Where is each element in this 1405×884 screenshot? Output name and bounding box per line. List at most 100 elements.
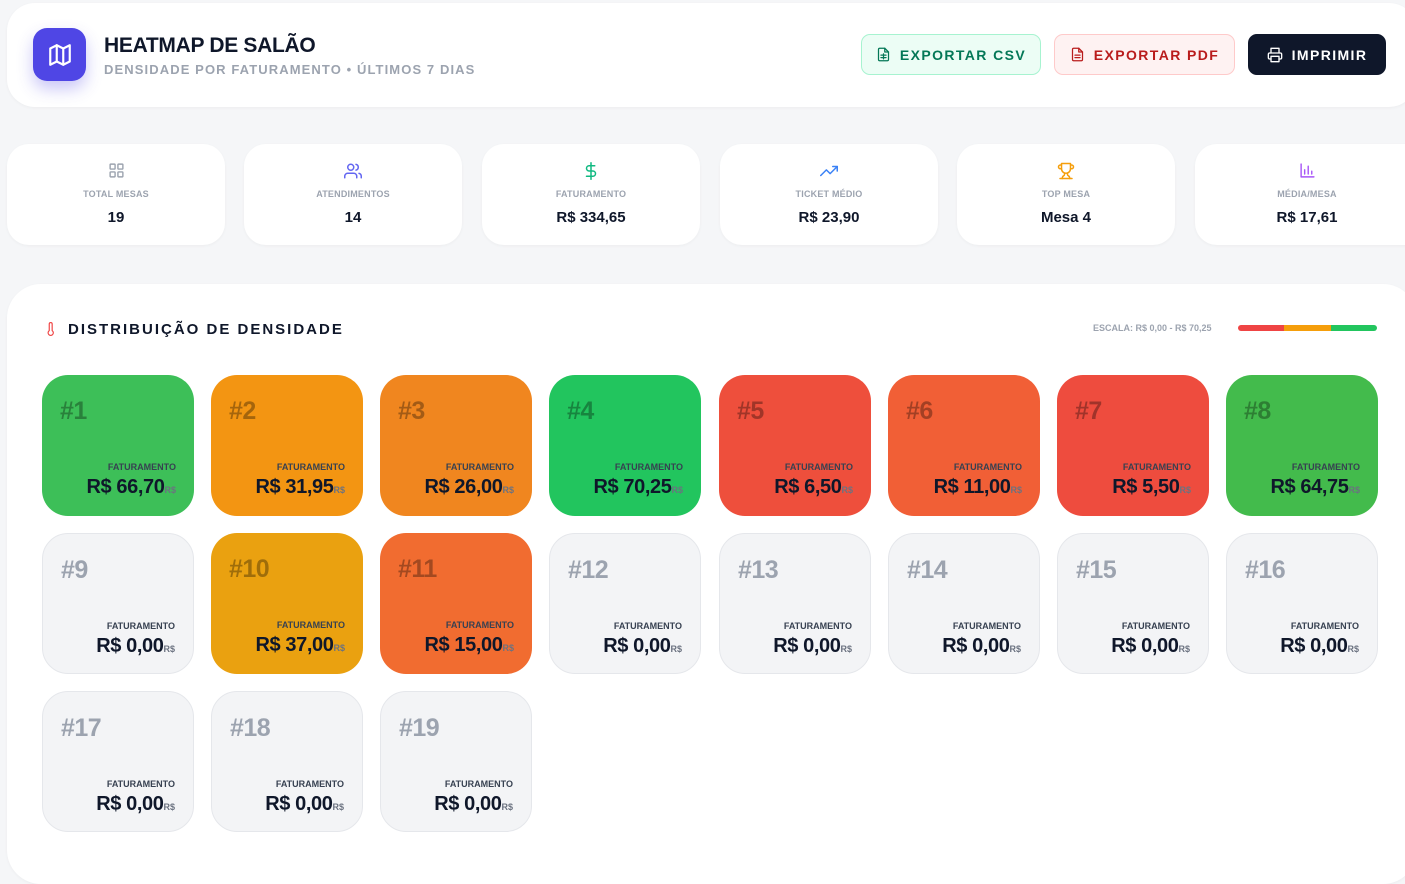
revenue-label: FATURAMENTO [1291,462,1360,472]
table-number: #5 [737,397,764,425]
revenue-amount: R$ 26,00 [424,476,503,498]
table-card[interactable]: #4 FATURAMENTO R$ 70,25R$ [549,375,701,516]
revenue-value: R$ 0,00R$ [1280,635,1359,658]
revenue-label: FATURAMENTO [106,779,175,789]
revenue-value: R$ 6,50R$ [774,476,853,499]
table-card[interactable]: #19 FATURAMENTO R$ 0,00R$ [380,691,532,832]
table-card[interactable]: #2 FATURAMENTO R$ 31,95R$ [211,375,363,516]
stat-value: 14 [344,209,362,226]
revenue-label: FATURAMENTO [1122,462,1191,472]
table-number: #17 [61,714,102,742]
print-button[interactable]: IMPRIMIR [1248,34,1386,75]
map-icon [33,28,86,81]
table-card[interactable]: #7 FATURAMENTO R$ 5,50R$ [1057,375,1209,516]
revenue-label: FATURAMENTO [952,621,1021,631]
revenue-amount: R$ 0,00 [942,635,1010,657]
revenue-value: R$ 0,00R$ [265,793,344,816]
revenue-label: FATURAMENTO [784,462,853,472]
currency-suffix: R$ [502,485,514,495]
revenue-value: R$ 0,00R$ [434,793,513,816]
table-card[interactable]: #1 FATURAMENTO R$ 66,70R$ [42,375,194,516]
table-number: #7 [1075,397,1102,425]
revenue-label: FATURAMENTO [613,621,682,631]
panel-title: DISTRIBUIÇÃO DE DENSIDADE [68,321,344,338]
revenue-amount: R$ 11,00 [933,476,1011,498]
revenue-value: R$ 0,00R$ [942,635,1021,658]
revenue-amount: R$ 6,50 [774,476,842,498]
revenue-amount: R$ 66,70 [86,476,165,498]
revenue-value: R$ 64,75R$ [1271,476,1361,499]
revenue-amount: R$ 64,75 [1270,476,1349,498]
revenue-amount: R$ 31,95 [255,476,334,498]
export-csv-button[interactable]: EXPORTAR CSV [861,34,1041,75]
table-card[interactable]: #16 FATURAMENTO R$ 0,00R$ [1226,533,1378,674]
currency-suffix: R$ [1178,644,1190,654]
table-card[interactable]: #13 FATURAMENTO R$ 0,00R$ [719,533,871,674]
table-card[interactable]: #6 FATURAMENTO R$ 11,00R$ [888,375,1040,516]
page-subtitle: DENSIDADE POR FATURAMENTO • ÚLTIMOS 7 DI… [104,62,476,77]
stat-label: FATURAMENTO [555,189,627,199]
currency-suffix: R$ [671,485,683,495]
table-card[interactable]: #18 FATURAMENTO R$ 0,00R$ [211,691,363,832]
table-number: #2 [229,397,256,425]
table-card[interactable]: #5 FATURAMENTO R$ 6,50R$ [719,375,871,516]
currency-suffix: R$ [1179,485,1191,495]
table-number: #19 [399,714,440,742]
revenue-label: FATURAMENTO [1121,621,1190,631]
revenue-value: R$ 0,00R$ [773,635,852,658]
table-card[interactable]: #3 FATURAMENTO R$ 26,00R$ [380,375,532,516]
revenue-value: R$ 26,00R$ [425,476,515,499]
revenue-label: FATURAMENTO [106,621,175,631]
revenue-label: FATURAMENTO [445,620,514,630]
table-number: #10 [229,555,270,583]
stat-value: R$ 17,61 [1276,209,1338,226]
currency-suffix: R$ [1010,485,1022,495]
revenue-label: FATURAMENTO [445,462,514,472]
stat-atendimentos: ATENDIMENTOS 14 [244,144,462,245]
revenue-value: R$ 31,95R$ [256,476,346,499]
trophy-icon [957,162,1175,180]
stat-label: TICKET MÉDIO [795,189,863,199]
revenue-amount: R$ 0,00 [96,793,164,815]
dollar-icon [482,162,700,180]
stat-ticket-medio: TICKET MÉDIO R$ 23,90 [720,144,938,245]
table-number: #14 [907,556,948,584]
currency-suffix: R$ [333,643,345,653]
currency-suffix: R$ [502,643,514,653]
thermometer-icon [44,320,58,343]
revenue-amount: R$ 0,00 [773,635,841,657]
table-card[interactable]: #14 FATURAMENTO R$ 0,00R$ [888,533,1040,674]
scale-label: ESCALA: R$ 0,00 - R$ 70,25 [1093,323,1212,333]
table-card[interactable]: #17 FATURAMENTO R$ 0,00R$ [42,691,194,832]
table-card[interactable]: #15 FATURAMENTO R$ 0,00R$ [1057,533,1209,674]
table-card[interactable]: #8 FATURAMENTO R$ 64,75R$ [1226,375,1378,516]
scale-bar [1238,325,1377,331]
table-number: #16 [1245,556,1286,584]
revenue-value: R$ 11,00R$ [934,476,1022,499]
stat-top-mesa: TOP MESA Mesa 4 [957,144,1175,245]
revenue-value: R$ 0,00R$ [603,635,682,658]
table-number: #11 [398,555,437,583]
revenue-value: R$ 0,00R$ [96,793,175,816]
currency-suffix: R$ [501,802,513,812]
bar-chart-icon [1195,162,1405,180]
stat-value: 19 [107,209,125,226]
table-card[interactable]: #9 FATURAMENTO R$ 0,00R$ [42,533,194,674]
table-number: #9 [61,556,88,584]
revenue-label: FATURAMENTO [953,462,1022,472]
revenue-label: FATURAMENTO [1290,621,1359,631]
revenue-value: R$ 5,50R$ [1112,476,1191,499]
currency-suffix: R$ [1348,485,1360,495]
revenue-label: FATURAMENTO [783,621,852,631]
revenue-amount: R$ 0,00 [1280,635,1348,657]
table-number: #6 [906,397,933,425]
currency-suffix: R$ [840,644,852,654]
table-card[interactable]: #10 FATURAMENTO R$ 37,00R$ [211,533,363,674]
export-pdf-button[interactable]: EXPORTAR PDF [1054,34,1235,75]
revenue-label: FATURAMENTO [444,779,513,789]
table-card[interactable]: #11 FATURAMENTO R$ 15,00R$ [380,533,532,674]
table-card[interactable]: #12 FATURAMENTO R$ 0,00R$ [549,533,701,674]
stat-value: R$ 334,65 [556,209,626,226]
table-number: #3 [398,397,425,425]
revenue-label: FATURAMENTO [276,620,345,630]
